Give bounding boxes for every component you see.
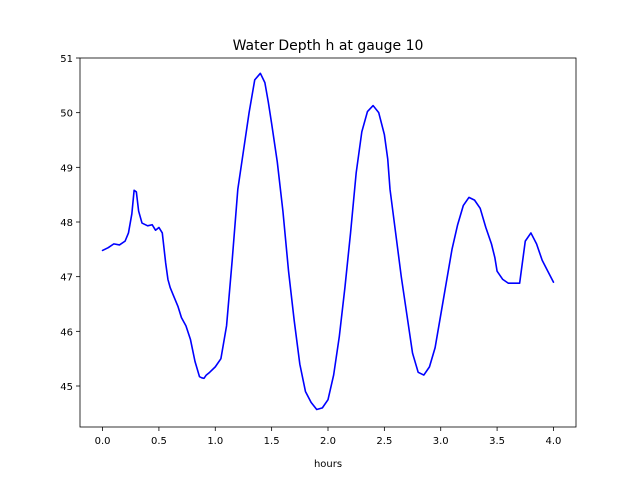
x-tick-label: 2.5 — [376, 436, 392, 447]
x-tick-label: 1.5 — [264, 436, 280, 447]
chart-title: Water Depth h at gauge 10 — [233, 38, 424, 54]
x-axis-label: hours — [314, 459, 342, 470]
x-tick-label: 0.0 — [95, 436, 111, 447]
x-axis: 0.0 0.5 1.0 1.5 2.0 2.5 3.0 3.5 4.0 — [95, 427, 562, 447]
x-tick-label: 2.0 — [320, 436, 336, 447]
y-tick-label: 45 — [60, 382, 73, 393]
x-tick-label: 1.0 — [207, 436, 223, 447]
y-axis: 45 46 47 48 49 50 51 — [60, 54, 80, 393]
series-line-1 — [101, 72, 555, 411]
y-tick-label: 49 — [60, 163, 73, 174]
y-tick-label: 48 — [60, 218, 73, 229]
x-tick-label: 4.0 — [546, 436, 562, 447]
y-tick-label: 51 — [60, 54, 73, 65]
x-tick-label: 3.5 — [489, 436, 505, 447]
y-tick-label: 46 — [60, 327, 73, 338]
x-tick-label: 0.5 — [151, 436, 167, 447]
x-tick-label: 3.0 — [433, 436, 449, 447]
y-tick-label: 50 — [60, 109, 73, 120]
y-tick-label: 47 — [60, 273, 73, 284]
